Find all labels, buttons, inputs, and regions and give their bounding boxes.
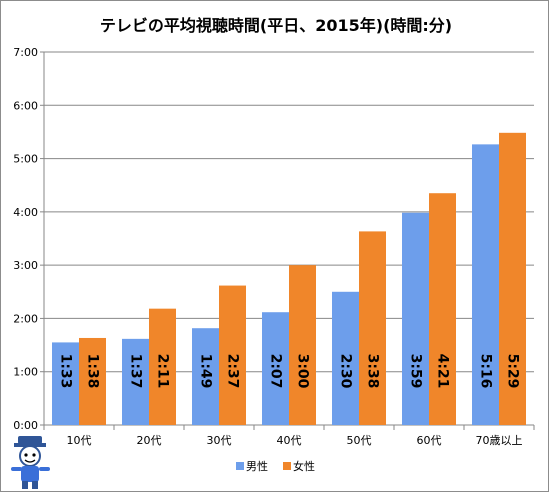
- y-tick-label: 1:00: [13, 366, 38, 379]
- data-label: 3:38: [365, 354, 381, 389]
- bar-female: [359, 231, 386, 425]
- bar-male: [402, 212, 429, 425]
- bar-male: [52, 342, 79, 425]
- data-label: 1:38: [85, 354, 101, 389]
- legend-label: 男性: [246, 459, 268, 473]
- data-label: 2:11: [155, 354, 171, 389]
- y-tick-label: 7:00: [13, 46, 38, 59]
- axes: 0:00 1:00 2:00 3:00 4:00 5:00 6:00 7:00 10代 20代 30…: [13, 46, 535, 447]
- bar-male: [122, 338, 149, 425]
- data-label: 1:33: [58, 354, 74, 389]
- x-tick-label: 40代: [277, 434, 302, 447]
- x-tick-label: 20代: [137, 434, 162, 447]
- bars: [52, 132, 526, 426]
- data-label: 2:30: [338, 354, 354, 389]
- x-tick-label: 50代: [347, 434, 372, 447]
- x-tick-label: 30代: [207, 434, 232, 447]
- data-label: 5:16: [478, 354, 494, 389]
- bar-female: [149, 308, 176, 425]
- bar-female: [219, 285, 246, 425]
- bar-female: [499, 132, 526, 426]
- bar-male: [332, 291, 359, 425]
- data-label: 3:00: [295, 354, 311, 389]
- legend: 男性 女性: [236, 459, 315, 473]
- data-label: 5:29: [505, 354, 521, 389]
- x-tick-label: 60代: [417, 434, 442, 447]
- y-tick-label: 0:00: [13, 419, 38, 432]
- data-label: 3:59: [408, 354, 424, 389]
- y-tick-label: 5:00: [13, 153, 38, 166]
- bar-female: [289, 265, 316, 425]
- data-labels: 1:33 1:37 1:49 2:07 2:30 3:59 5:16 1:38 2:11 2:37…: [58, 354, 521, 389]
- mascot-icon: [11, 436, 50, 489]
- y-tick-label: 3:00: [13, 259, 38, 272]
- bar-male: [192, 328, 219, 425]
- data-label: 1:49: [198, 354, 214, 389]
- data-label: 4:21: [435, 354, 451, 389]
- legend-swatch: [283, 462, 291, 470]
- legend-swatch: [236, 462, 244, 470]
- bar-female: [429, 193, 456, 425]
- data-label: 1:37: [128, 354, 144, 389]
- x-tick-label: 70歳以上: [476, 434, 523, 447]
- y-tick-label: 6:00: [13, 99, 38, 112]
- data-label: 2:07: [268, 354, 284, 389]
- legend-label: 女性: [293, 459, 315, 473]
- data-label: 2:37: [225, 354, 241, 389]
- x-tick-label: 10代: [67, 434, 92, 447]
- y-tick-label: 4:00: [13, 206, 38, 219]
- bar-male: [472, 144, 499, 425]
- chart-title: テレビの平均視聴時間(平日、2015年)(時間:分): [100, 16, 452, 35]
- y-tick-label: 2:00: [13, 312, 38, 325]
- bar-female: [79, 337, 106, 425]
- bar-male: [262, 312, 289, 425]
